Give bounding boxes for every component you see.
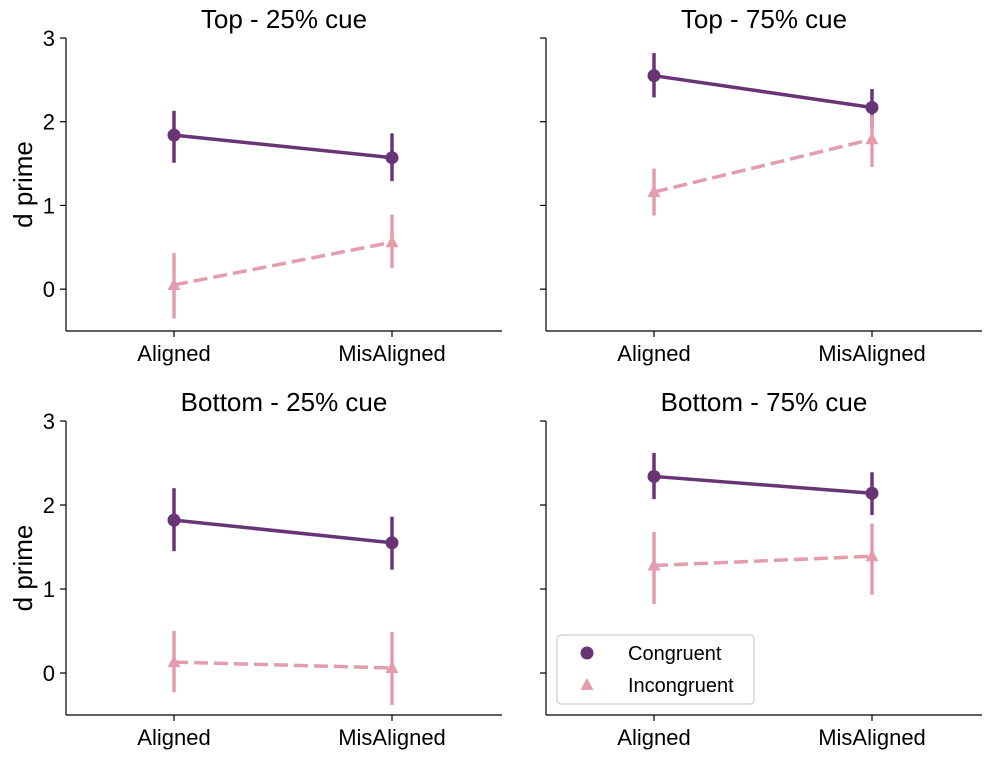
- panel-bottom-75: Bottom - 75% cue Aligned MisAligned Congrue…: [540, 387, 982, 750]
- x-tick-label: MisAligned: [338, 725, 446, 750]
- x-tick-label: Aligned: [137, 725, 210, 750]
- y-tick-label: 1: [43, 577, 55, 602]
- legend-label: Incongruent: [628, 675, 734, 697]
- data-point: [865, 100, 879, 114]
- series-line: [653, 137, 873, 194]
- y-tick-label: 0: [43, 277, 55, 302]
- y-tick-label: 0: [43, 661, 55, 686]
- data-point: [865, 486, 879, 500]
- x-tick-label: MisAligned: [818, 725, 926, 750]
- data-point: [167, 277, 181, 290]
- series-incongruent: [647, 115, 879, 216]
- data-point: [385, 151, 399, 165]
- panel-bottom-25: Bottom - 25% cue 0 1 2 3 d prime Aligned MisAli…: [8, 387, 502, 750]
- series-congruent: [647, 53, 879, 129]
- data-point: [865, 549, 879, 562]
- panel-top-25: Top - 25% cue 0 1 2 3 d prime Aligned MisAligne…: [8, 4, 502, 366]
- data-point: [865, 132, 879, 145]
- panel-title: Bottom - 25% cue: [181, 387, 388, 417]
- x-tick-label: Aligned: [137, 341, 210, 366]
- series-line: [173, 240, 393, 287]
- series-line: [173, 660, 393, 670]
- legend-label: Congruent: [628, 643, 722, 665]
- y-axis-label: d prime: [8, 141, 38, 228]
- series-line: [173, 133, 393, 160]
- y-tick-label: 2: [43, 110, 55, 135]
- data-point: [647, 558, 661, 571]
- series-congruent: [647, 452, 879, 516]
- series-congruent: [167, 110, 399, 182]
- legend-box: [556, 634, 755, 705]
- x-tick-label: MisAligned: [818, 341, 926, 366]
- y-tick-label: 3: [43, 409, 55, 434]
- legend: Congruent Incongruent: [556, 634, 755, 705]
- y-tick-label: 2: [43, 493, 55, 518]
- panel-title: Top - 75% cue: [681, 4, 847, 34]
- legend-marker-incongruent: [580, 678, 594, 690]
- data-point: [167, 128, 181, 142]
- x-tick-label: MisAligned: [338, 341, 446, 366]
- series-line: [653, 554, 873, 568]
- x-tick-label: Aligned: [617, 341, 690, 366]
- series-line: [653, 73, 873, 110]
- data-point: [167, 655, 181, 668]
- series-incongruent: [167, 214, 399, 319]
- panel-title: Top - 25% cue: [201, 4, 367, 34]
- data-point: [167, 513, 181, 527]
- series-congruent: [167, 488, 399, 570]
- y-tick-label: 1: [43, 193, 55, 218]
- series-line: [173, 518, 393, 545]
- data-point: [385, 660, 399, 673]
- data-point: [647, 185, 661, 198]
- data-point: [385, 536, 399, 550]
- legend-marker-congruent: [580, 646, 594, 660]
- data-point: [647, 469, 661, 483]
- series-incongruent: [167, 631, 399, 705]
- y-axis-label: d prime: [8, 525, 38, 612]
- series-incongruent: [647, 523, 879, 605]
- x-tick-label: Aligned: [617, 725, 690, 750]
- panel-title: Bottom - 75% cue: [661, 387, 868, 417]
- series-line: [653, 474, 873, 495]
- y-tick-label: 3: [43, 26, 55, 51]
- data-point: [647, 69, 661, 83]
- panel-top-75: Top - 75% cue Aligned MisAligned: [540, 4, 982, 366]
- data-point: [385, 235, 399, 248]
